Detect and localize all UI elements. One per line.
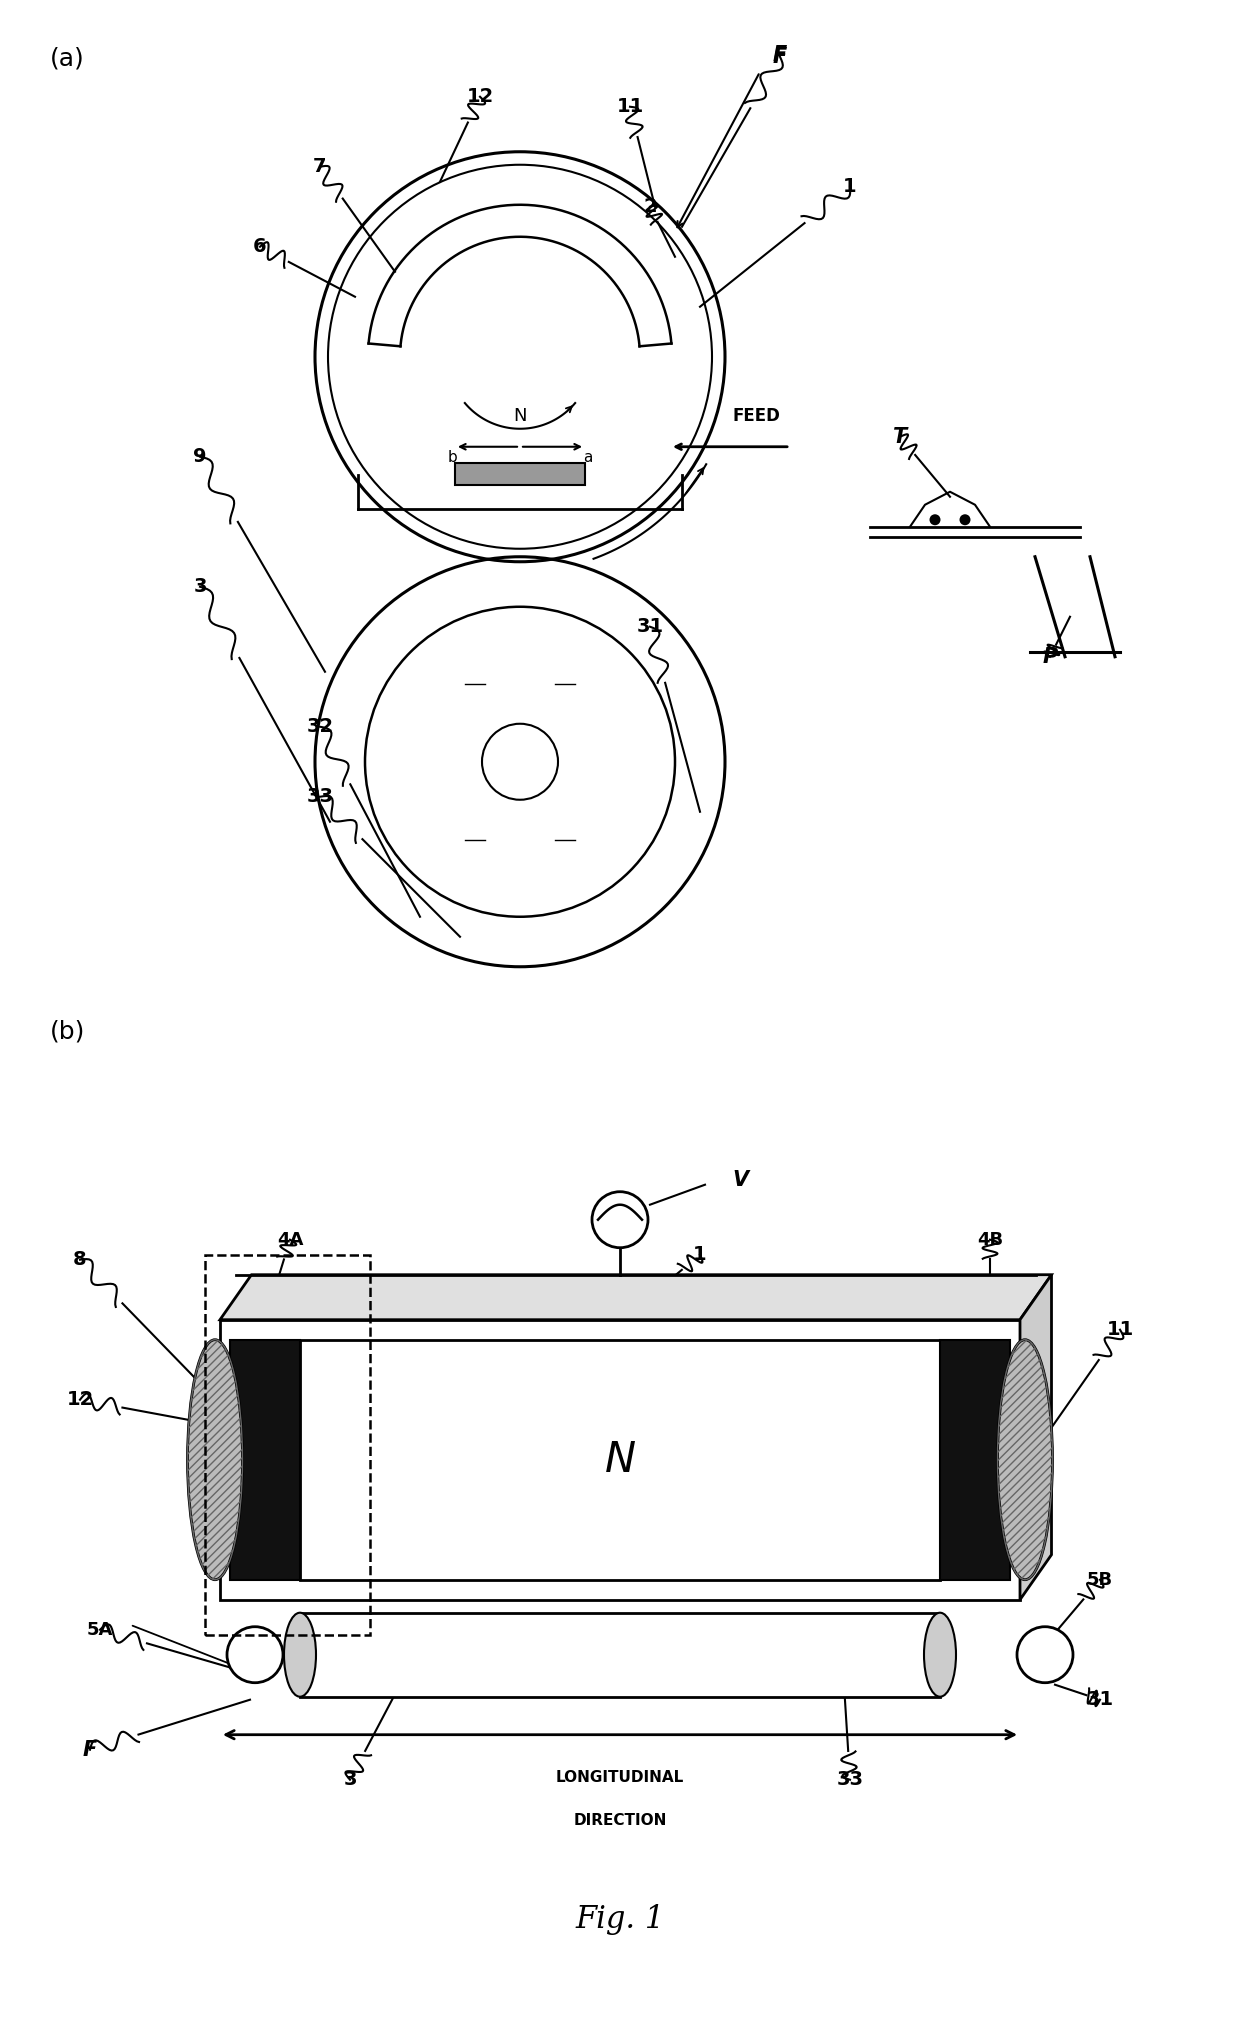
- Text: 33: 33: [306, 786, 334, 807]
- Circle shape: [1017, 1628, 1073, 1682]
- Ellipse shape: [997, 1340, 1053, 1579]
- Text: T: T: [893, 428, 908, 446]
- Text: N: N: [513, 407, 527, 426]
- Text: 7: 7: [314, 158, 327, 176]
- Text: 11: 11: [616, 97, 644, 116]
- Bar: [300, 1613, 940, 1697]
- Text: 31: 31: [636, 618, 663, 636]
- Circle shape: [591, 1192, 649, 1249]
- Text: 32: 32: [306, 718, 334, 736]
- Circle shape: [960, 515, 971, 525]
- Bar: [229, 1340, 300, 1579]
- Ellipse shape: [187, 1340, 243, 1579]
- Text: 2: 2: [644, 197, 657, 217]
- Text: 1: 1: [693, 1245, 707, 1265]
- Bar: [219, 1320, 1021, 1599]
- Text: 6: 6: [253, 237, 267, 255]
- Bar: [455, 462, 585, 484]
- Text: V: V: [732, 1170, 748, 1190]
- Text: DIRECTION: DIRECTION: [573, 1812, 667, 1828]
- Text: 9: 9: [193, 448, 207, 466]
- Ellipse shape: [284, 1613, 316, 1697]
- Ellipse shape: [924, 1613, 956, 1697]
- Text: 4B: 4B: [977, 1230, 1003, 1249]
- Text: a: a: [583, 450, 593, 464]
- Text: N: N: [604, 1439, 636, 1480]
- Circle shape: [227, 1628, 283, 1682]
- Text: 3: 3: [343, 1770, 357, 1790]
- Circle shape: [930, 515, 940, 525]
- Text: b: b: [448, 450, 456, 464]
- Text: 12: 12: [466, 87, 494, 105]
- Text: Fig. 1: Fig. 1: [575, 1903, 665, 1936]
- Text: 33: 33: [837, 1770, 863, 1790]
- Bar: [940, 1340, 1011, 1579]
- Bar: [205, 1255, 370, 1634]
- Text: 4A: 4A: [277, 1230, 304, 1249]
- Bar: [300, 1340, 940, 1579]
- Text: 5A: 5A: [87, 1622, 113, 1638]
- Text: 12: 12: [67, 1391, 94, 1409]
- Text: LONGITUDINAL: LONGITUDINAL: [556, 1770, 684, 1784]
- Text: FEED: FEED: [732, 407, 780, 426]
- Polygon shape: [219, 1275, 1052, 1320]
- Text: 31: 31: [1086, 1691, 1114, 1709]
- Text: P: P: [1043, 647, 1058, 667]
- Text: F: F: [773, 47, 787, 67]
- Text: 11: 11: [1106, 1320, 1133, 1340]
- Text: (b): (b): [50, 1020, 86, 1044]
- Text: 3: 3: [193, 578, 207, 596]
- Polygon shape: [1021, 1275, 1052, 1599]
- Text: F: F: [773, 45, 787, 65]
- Text: 8: 8: [73, 1251, 87, 1269]
- Text: F: F: [83, 1739, 97, 1759]
- Text: 5B: 5B: [1087, 1571, 1114, 1589]
- Text: (a): (a): [50, 47, 84, 71]
- Text: 1: 1: [843, 176, 857, 197]
